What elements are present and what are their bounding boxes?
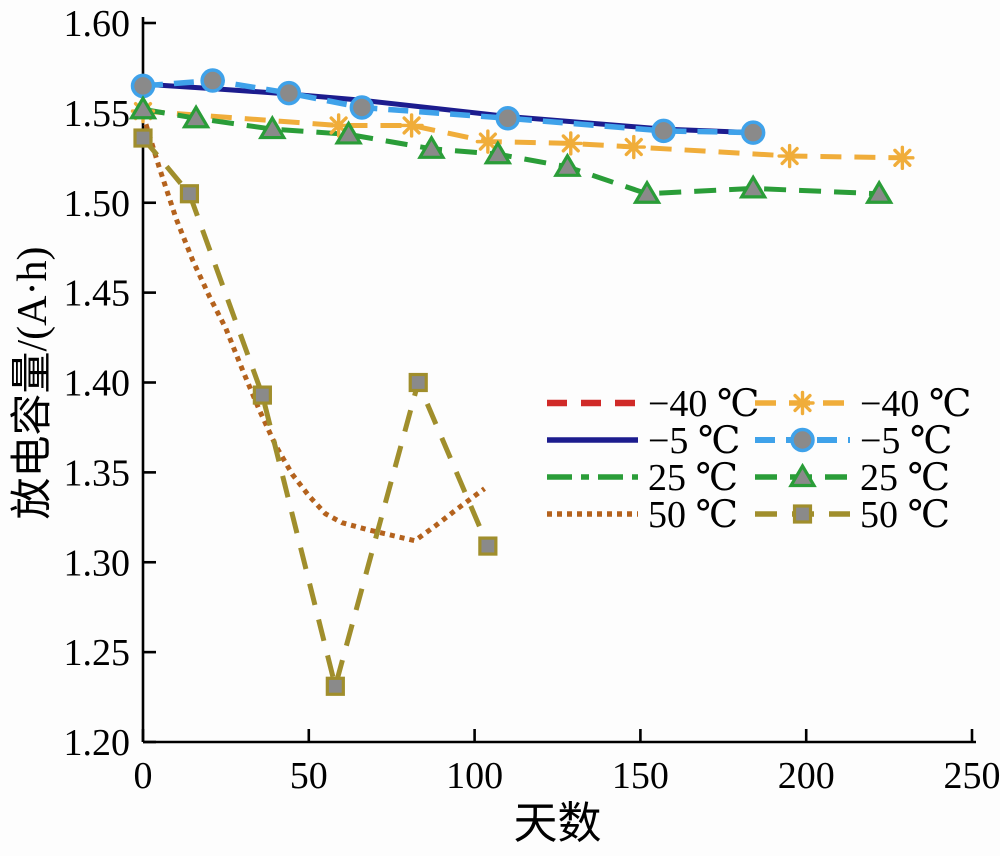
legend-label: −40 ℃ xyxy=(648,383,759,425)
circle-marker-icon xyxy=(130,73,156,99)
triangle-marker-icon xyxy=(128,95,158,120)
legend-entry-fit-minus5: −5 ℃ xyxy=(547,420,740,462)
y-tick-label: 1.25 xyxy=(64,632,131,674)
asterisk-marker-icon xyxy=(890,145,915,171)
square-marker-icon xyxy=(325,676,345,696)
circle-marker-icon xyxy=(276,80,302,106)
legend-label: 50 ℃ xyxy=(648,494,738,536)
circle-marker-icon xyxy=(651,118,676,144)
asterisk-marker-icon xyxy=(790,390,815,416)
triangle-marker-icon xyxy=(258,114,287,140)
asterisk-marker-icon xyxy=(558,131,583,156)
square-marker-icon xyxy=(792,504,813,524)
legend-label: −5 ℃ xyxy=(648,420,740,462)
y-tick-label: 1.20 xyxy=(64,722,131,764)
legend-label: 50 ℃ xyxy=(860,494,950,536)
y-tick-label: 1.40 xyxy=(64,363,131,405)
x-tick-label: 200 xyxy=(778,755,835,797)
square-marker-icon xyxy=(478,536,498,556)
circle-marker-icon xyxy=(349,95,375,120)
legend-label: −5 ℃ xyxy=(860,420,952,462)
series-line-fit-50 xyxy=(140,113,486,544)
circle-marker-icon xyxy=(495,106,521,131)
triangle-marker-icon xyxy=(417,134,446,159)
y-axis-title: 放电容量/(A·h) xyxy=(9,247,56,520)
y-tick-label: 1.55 xyxy=(64,93,131,135)
triangle-marker-icon xyxy=(483,140,513,165)
circle-marker-icon xyxy=(740,120,766,145)
legend-entry-fit-25: 25 ℃ xyxy=(547,457,738,499)
square-marker-icon xyxy=(252,385,272,405)
x-tick-label: 250 xyxy=(944,755,1000,797)
triangle-marker-icon xyxy=(788,462,817,488)
legend-entry-data-minus40: −40 ℃ xyxy=(755,383,971,425)
legend: −40 ℃−5 ℃25 ℃50 ℃−40 ℃−5 ℃25 ℃50 ℃ xyxy=(547,383,971,536)
x-tick-label: 50 xyxy=(290,755,328,797)
circle-marker-icon xyxy=(200,68,225,93)
triangle-marker-icon xyxy=(334,120,363,145)
legend-entry-fit-minus40: −40 ℃ xyxy=(547,383,759,425)
legend-label: −40 ℃ xyxy=(860,383,971,425)
asterisk-marker-icon xyxy=(621,134,646,160)
triangle-marker-icon xyxy=(738,174,768,199)
x-tick-label: 150 xyxy=(612,755,669,797)
y-tick-label: 1.50 xyxy=(64,183,131,225)
y-tick-label: 1.45 xyxy=(64,273,131,315)
y-tick-label: 1.30 xyxy=(64,542,131,584)
series-markers-data-25 xyxy=(128,95,894,204)
series-markers-data-minus5 xyxy=(130,68,766,145)
series-line-data-25 xyxy=(142,106,880,197)
triangle-marker-icon xyxy=(181,104,211,129)
asterisk-marker-icon xyxy=(399,113,424,138)
square-marker-icon xyxy=(179,184,200,204)
circle-marker-icon xyxy=(790,427,815,453)
legend-entry-fit-50: 50 ℃ xyxy=(547,494,738,536)
x-tick-label: 0 xyxy=(134,755,153,797)
x-axis-title: 天数 xyxy=(514,799,602,848)
series-markers-data-50 xyxy=(133,128,498,696)
asterisk-marker-icon xyxy=(475,129,501,154)
triangle-marker-icon xyxy=(864,179,894,204)
triangle-marker-icon xyxy=(632,179,662,204)
x-tick-label: 100 xyxy=(446,755,503,797)
legend-label: 25 ℃ xyxy=(860,457,950,499)
y-tick-label: 1.60 xyxy=(64,3,131,45)
square-marker-icon xyxy=(408,372,428,393)
series-line-data-50 xyxy=(141,136,491,697)
legend-entry-data-50: 50 ℃ xyxy=(755,494,950,536)
legend-entry-data-25: 25 ℃ xyxy=(755,457,950,499)
legend-label: 25 ℃ xyxy=(648,457,738,499)
y-tick-label: 1.35 xyxy=(64,452,131,494)
triangle-marker-icon xyxy=(553,152,582,177)
legend-entry-data-minus5: −5 ℃ xyxy=(755,420,952,462)
square-marker-icon xyxy=(133,128,153,148)
asterisk-marker-icon xyxy=(777,143,802,169)
